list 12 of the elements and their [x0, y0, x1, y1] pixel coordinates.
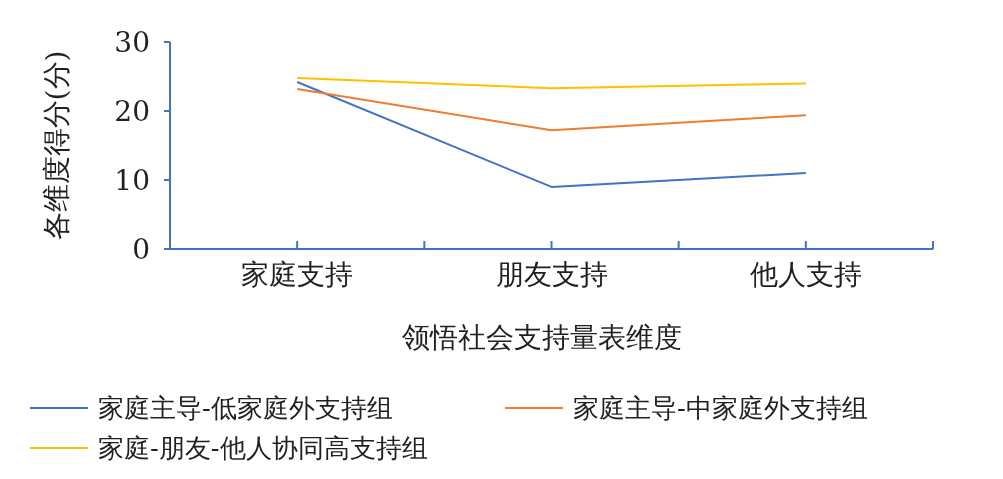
x-axis-title: 领悟社会支持量表维度	[401, 321, 682, 354]
y-axis-title: 各维度得分(分)	[40, 50, 73, 241]
y-tick-label: 10	[114, 163, 150, 197]
y-tick-label: 30	[114, 25, 150, 59]
x-tick-label: 朋友支持	[495, 258, 608, 291]
x-tick-label: 他人支持	[749, 258, 862, 291]
legend-label: 家庭主导-低家庭外支持组	[98, 393, 393, 424]
legend-label: 家庭主导-中家庭外支持组	[573, 393, 868, 424]
y-tick-label: 0	[132, 232, 150, 266]
x-tick-label: 家庭支持	[241, 258, 354, 291]
legend-label: 家庭-朋友-他人协同高支持组	[98, 433, 428, 464]
y-tick-label: 20	[114, 94, 150, 128]
